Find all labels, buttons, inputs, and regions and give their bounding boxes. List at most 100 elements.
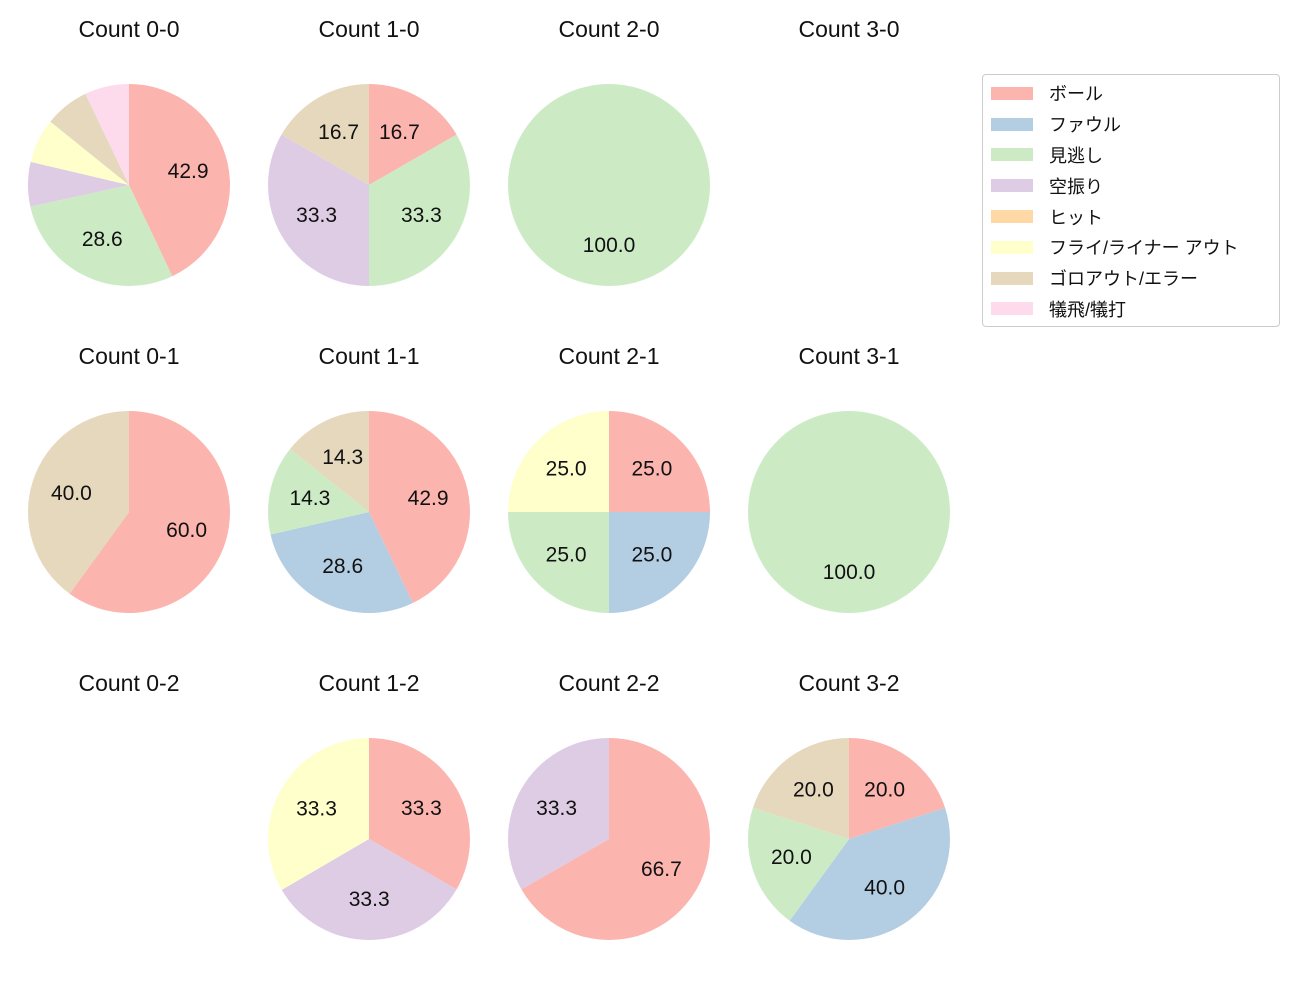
chart-title: Count 1-1 — [318, 343, 420, 369]
pie-slice — [508, 84, 710, 286]
pie-slice — [129, 84, 230, 277]
chart-title: Count 3-0 — [798, 16, 900, 42]
legend-item: ゴロアウト/エラー — [991, 263, 1279, 294]
slice-label: 20.0 — [793, 779, 834, 802]
pie-slice — [30, 121, 129, 185]
legend-item: 犠飛/犠打 — [991, 294, 1279, 325]
slice-label: 66.7 — [641, 858, 682, 881]
pie-chart: 100.0 — [508, 84, 710, 286]
subplot-count-1-1: Count 1-1 42.9 28.6 14.3 14.3 — [249, 342, 489, 622]
slice-label: 33.3 — [296, 204, 337, 227]
legend-swatch — [991, 210, 1033, 224]
subplot-count-1-0: Count 1-0 16.7 33.3 33.3 16.7 — [249, 15, 489, 295]
pie-slice — [789, 807, 951, 941]
slice-label: 14.3 — [289, 487, 330, 510]
pie-slice — [369, 134, 470, 286]
chart-title: Count 1-2 — [318, 670, 420, 696]
slice-label: 25.0 — [631, 458, 672, 481]
legend-label: 犠飛/犠打 — [1049, 299, 1127, 320]
subplot-count-1-2: Count 1-2 33.3 33.3 33.3 — [249, 669, 489, 949]
pie-chart: 66.7 33.3 — [508, 738, 711, 940]
chart-title: Count 1-0 — [318, 16, 420, 42]
pie-slice — [268, 134, 369, 286]
pie-slice — [30, 185, 173, 286]
slice-label: 20.0 — [771, 846, 812, 869]
chart-title: Count 0-2 — [78, 670, 180, 696]
pie-slice — [270, 512, 413, 614]
legend-swatch — [991, 148, 1033, 162]
pie-slice — [369, 738, 470, 890]
pie-slice — [747, 807, 849, 921]
chart-title: Count 3-1 — [798, 343, 900, 369]
legend-swatch — [991, 86, 1033, 100]
pie-slice — [27, 161, 130, 207]
pie-slice — [752, 738, 849, 839]
pie-slice — [508, 411, 609, 512]
legend-item: ボール — [991, 78, 1279, 109]
chart-title: Count 2-0 — [558, 16, 660, 42]
subplot-count-2-0: Count 2-0 100.0 — [489, 15, 729, 295]
pie-slice — [508, 512, 609, 613]
pie-chart: 100.0 — [748, 411, 950, 613]
pie-slice — [268, 449, 369, 535]
slice-label: 40.0 — [864, 877, 905, 900]
pie-slice — [27, 411, 130, 594]
legend-swatch — [991, 117, 1033, 131]
slice-label: 28.6 — [82, 228, 123, 251]
chart-title: Count 0-0 — [78, 16, 180, 42]
pie-slice — [609, 512, 710, 613]
slice-label: 20.0 — [864, 779, 905, 802]
subplot-count-3-1: Count 3-1 100.0 — [729, 342, 969, 622]
legend-label: フライ/ライナー アウト — [1049, 238, 1239, 259]
legend-swatch — [991, 271, 1033, 285]
slice-label: 16.7 — [379, 121, 420, 144]
slice-label: 60.0 — [166, 519, 207, 542]
slice-label: 33.3 — [401, 204, 442, 227]
slice-label: 100.0 — [583, 234, 636, 257]
chart-title: Count 0-1 — [78, 343, 180, 369]
legend-item: ファウル — [991, 109, 1279, 140]
pie-slice — [369, 411, 471, 603]
pie-slice — [748, 411, 950, 613]
legend-item: ヒット — [991, 201, 1279, 232]
chart-title: Count 2-1 — [558, 343, 660, 369]
pie-slice — [508, 738, 609, 890]
legend-swatch — [991, 240, 1033, 254]
slice-label: 25.0 — [546, 458, 587, 481]
slice-label: 33.3 — [296, 797, 337, 820]
legend: ボールファウル見逃し空振りヒットフライ/ライナー アウトゴロアウト/エラー犠飛/… — [982, 74, 1280, 327]
pie-slice — [521, 738, 711, 940]
pie-slice — [50, 93, 129, 185]
pie-slice — [369, 84, 457, 185]
pie-chart: 25.0 25.0 25.0 25.0 — [508, 411, 710, 613]
legend-label: 見逃し — [1049, 145, 1103, 166]
legend-swatch — [991, 179, 1033, 193]
pie-chart: 42.9 28.6 14.3 14.3 — [268, 411, 471, 614]
pie-chart: 20.0 40.0 20.0 20.0 — [747, 738, 951, 941]
chart-title: Count 3-2 — [798, 670, 900, 696]
slice-label: 33.3 — [536, 797, 577, 820]
legend-label: ファウル — [1049, 115, 1121, 136]
slice-label: 42.9 — [168, 160, 209, 183]
pie-slice — [69, 411, 230, 613]
pie-slice — [267, 738, 369, 890]
legend-item: 空振り — [991, 170, 1279, 201]
pie-slice — [849, 738, 946, 839]
legend-label: 空振り — [1049, 176, 1103, 197]
chart-title: Count 2-2 — [558, 670, 660, 696]
slice-label: 33.3 — [349, 888, 390, 911]
subplot-count-0-2: Count 0-2 — [9, 669, 249, 697]
subplot-count-0-1: Count 0-1 60.0 40.0 — [9, 342, 249, 622]
pie-slice — [281, 84, 369, 185]
pie-chart: 42.9 28.6 — [27, 84, 230, 286]
slice-label: 25.0 — [631, 543, 672, 566]
subplot-count-2-1: Count 2-1 25.0 25.0 25.0 25.0 — [489, 342, 729, 622]
slice-label: 25.0 — [546, 543, 587, 566]
subplot-count-2-2: Count 2-2 66.7 33.3 — [489, 669, 729, 949]
legend-item: 見逃し — [991, 140, 1279, 171]
pie-chart: 60.0 40.0 — [27, 411, 230, 613]
slice-label: 16.7 — [318, 121, 359, 144]
subplot-count-0-0: Count 0-0 42.9 28.6 — [9, 15, 249, 295]
subplot-count-3-0: Count 3-0 — [729, 15, 969, 43]
